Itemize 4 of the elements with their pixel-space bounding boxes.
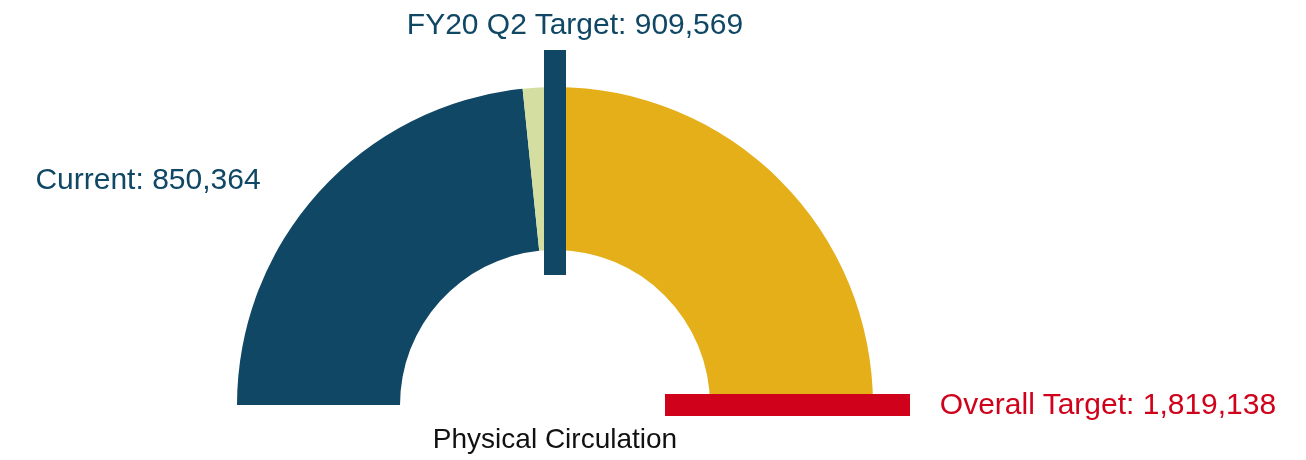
text: FY20 Q2 Target: 909,569 bbox=[406, 7, 744, 40]
text: Overall Target: 1,819,138 bbox=[939, 387, 1277, 420]
text: Physical Circulation bbox=[432, 423, 678, 454]
text: Current: 850,364 bbox=[35, 162, 261, 195]
